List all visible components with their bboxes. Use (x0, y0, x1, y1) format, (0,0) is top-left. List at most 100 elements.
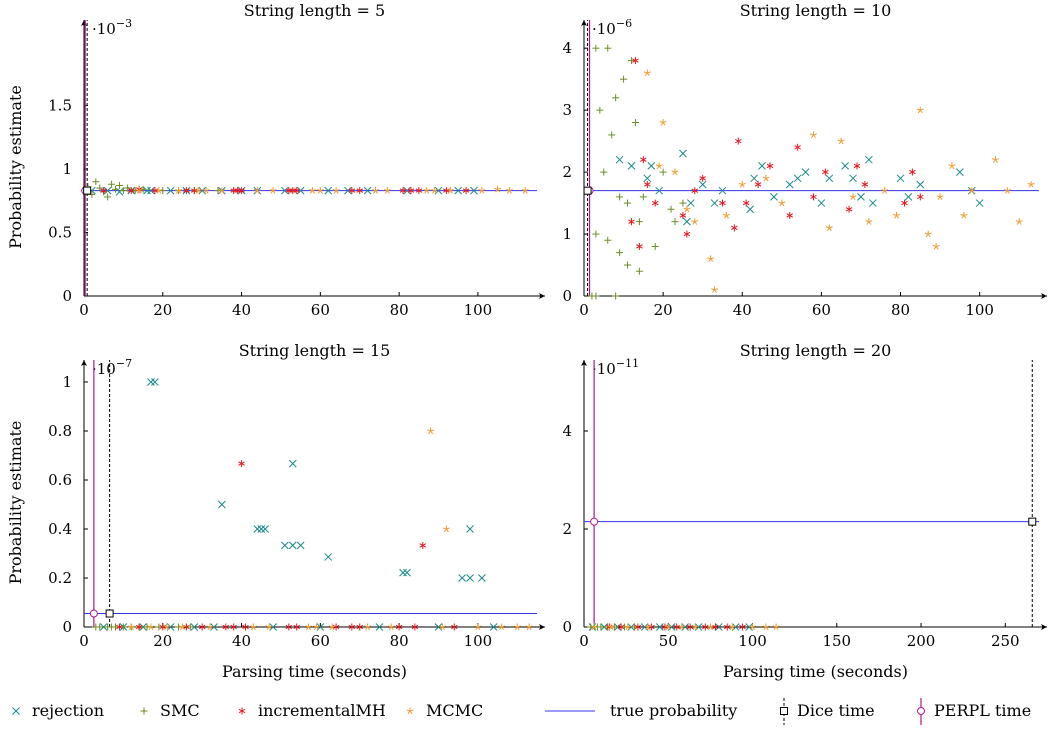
data-point-MCMC (316, 187, 324, 194)
data-point-SMC (115, 182, 123, 190)
data-point-rejection (288, 459, 297, 468)
data-point-rejection (470, 186, 478, 195)
x-tick-label: 0 (79, 301, 89, 319)
data-point-rejection (647, 162, 656, 170)
data-point-rejection (253, 525, 262, 533)
data-point-rejection (139, 623, 147, 631)
data-point-rejection (190, 623, 199, 631)
data-point-MCMC (707, 255, 715, 262)
y-tick-label: 0.8 (48, 422, 72, 440)
data-point-rejection (166, 186, 175, 195)
data-point-rejection (103, 186, 112, 195)
data-point-incrementalMH (230, 623, 237, 631)
data-point-incrementalMH (348, 187, 356, 195)
data-point-rejection (454, 186, 463, 195)
data-point-MCMC (218, 187, 226, 194)
data-point-SMC (659, 168, 667, 176)
y-axis-arrow (581, 20, 587, 26)
data-point-MCMC (893, 211, 901, 219)
data-point-MCMC (312, 623, 320, 631)
data-point-SMC (123, 184, 131, 192)
legend-dice-symbol (780, 707, 788, 715)
y-tick-label: 4 (562, 422, 572, 440)
data-point-SMC (597, 623, 605, 631)
legend-item-rejection: rejection (12, 701, 104, 720)
data-point-MCMC (427, 427, 435, 435)
data-point-rejection (896, 174, 905, 183)
data-point-MCMC (206, 623, 214, 631)
data-point-rejection (257, 525, 266, 533)
data-point-rejection (458, 574, 467, 582)
data-point-rejection (489, 623, 498, 631)
data-point-rejection (261, 525, 270, 533)
data-point-incrementalMH (651, 199, 659, 207)
data-point-incrementalMH (691, 187, 699, 195)
data-point-rejection (344, 186, 352, 195)
panel-4: String length = 20 ·10−11 0 50 100 150 200 250 0… (562, 341, 1047, 681)
data-point-SMC (92, 178, 100, 186)
data-point-incrementalMH (198, 623, 206, 631)
data-point-MCMC (624, 623, 632, 631)
data-point-incrementalMH (293, 187, 300, 195)
data-point-incrementalMH (293, 623, 300, 631)
data-point-rejection (640, 623, 649, 631)
x-tick-label: 0 (579, 301, 589, 319)
data-point-incrementalMH (222, 623, 230, 631)
x-tick-label: 40 (232, 301, 251, 319)
legend-marker-rejection (12, 707, 20, 715)
data-point-SMC (616, 193, 624, 201)
data-point-rejection (324, 553, 333, 561)
y-tick-label: 0 (562, 618, 572, 636)
data-point-MCMC (837, 137, 845, 145)
panel-title: String length = 5 (244, 1, 385, 20)
data-point-incrementalMH (183, 623, 190, 631)
data-point-incrementalMH (419, 541, 427, 549)
data-point-rejection (904, 193, 913, 201)
x-tick-label: 0 (79, 632, 89, 650)
legend-marker-MCMC (406, 707, 414, 715)
data-point-MCMC (607, 623, 615, 631)
data-point-SMC (679, 199, 687, 207)
y-tick-label: 0 (62, 287, 72, 305)
data-point-MCMC (960, 211, 968, 219)
data-point-MCMC (825, 224, 833, 231)
data-point-incrementalMH (679, 211, 687, 219)
x-tick-label: 20 (153, 632, 172, 650)
data-point-MCMC (521, 187, 529, 194)
data-point-rejection (817, 199, 826, 207)
data-point-MCMC (423, 187, 431, 194)
data-point-rejection (218, 500, 226, 509)
x-tick-label: 80 (390, 301, 409, 319)
data-point-SMC (596, 106, 604, 114)
data-point-MCMC (194, 187, 202, 194)
data-point-MCMC (671, 168, 679, 176)
x-axis-arrow (1041, 293, 1047, 299)
data-point-MCMC (265, 623, 273, 631)
y-tick-label: 2 (562, 520, 572, 538)
data-point-MCMC (525, 623, 533, 631)
data-point-MCMC (659, 119, 667, 126)
data-point-rejection (718, 186, 727, 195)
data-point-incrementalMH (853, 162, 861, 170)
data-point-rejection (627, 162, 636, 170)
data-point-rejection (296, 186, 305, 195)
data-point-rejection (841, 162, 849, 170)
x-tick-label: 60 (311, 632, 330, 650)
data-point-incrementalMH (356, 623, 364, 631)
data-point-incrementalMH (822, 168, 829, 176)
data-point-incrementalMH (754, 180, 762, 188)
legend-item-MCMC: MCMC (406, 701, 483, 720)
x-axis-arrow (539, 624, 545, 630)
data-point-rejection (679, 149, 687, 158)
legend-label: Dice time (797, 701, 875, 720)
data-point-incrementalMH (285, 623, 293, 631)
data-point-SMC (667, 205, 675, 213)
y-tick-label: 0.6 (48, 471, 72, 489)
data-point-MCMC (505, 187, 513, 194)
data-point-SMC (620, 75, 628, 83)
legend-item-incrementalMH: incrementalMH (238, 701, 386, 720)
data-point-MCMC (916, 106, 924, 114)
y-tick-label: 4 (562, 39, 572, 57)
data-point-incrementalMH (238, 187, 245, 195)
y-tick-label: 0.4 (48, 520, 72, 538)
